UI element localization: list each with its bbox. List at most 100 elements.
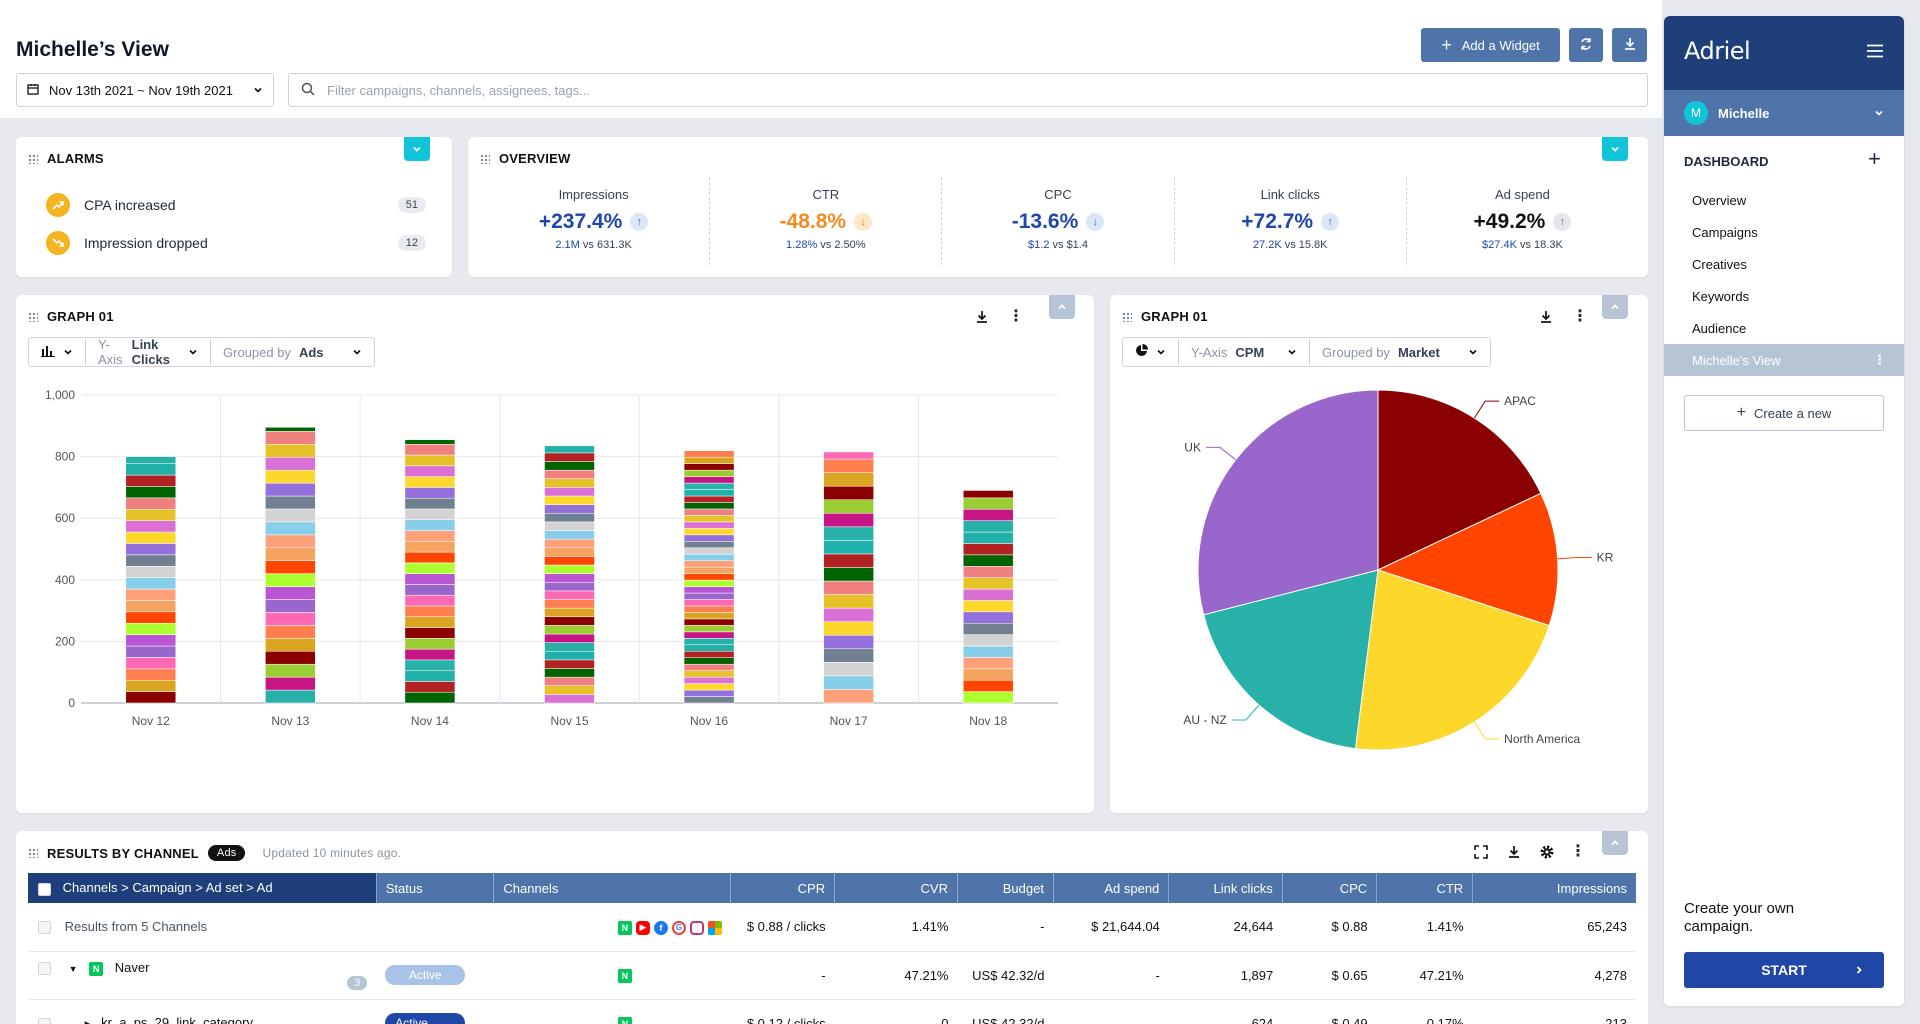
column-header[interactable]: Channels > Campaign > Ad set > Ad (28, 873, 377, 903)
bar-segment (265, 547, 316, 561)
collapse-results-button[interactable] (1602, 831, 1628, 855)
hamburger-menu-icon[interactable] (1866, 44, 1884, 61)
sidebar-item-audience[interactable]: Audience (1692, 320, 1747, 336)
download-icon[interactable] (1538, 309, 1554, 328)
column-header[interactable]: CPC (1282, 873, 1378, 903)
expand-icon[interactable] (1474, 845, 1488, 862)
y-axis-select[interactable]: Y-Axis Link Clicks (86, 337, 211, 367)
column-header[interactable]: CVR (834, 873, 958, 903)
collapse-alarms-button[interactable] (404, 137, 430, 161)
more-options-icon[interactable]: ⋮ (1008, 308, 1024, 325)
drag-handle-icon[interactable] (28, 311, 38, 322)
column-header[interactable]: Budget (957, 873, 1054, 903)
table-row[interactable]: Results from 5 Channels N ▶ f G $ (28, 903, 1636, 952)
y-axis-select[interactable]: Y-Axis CPM (1179, 338, 1310, 366)
metric-cpc[interactable]: CPC -13.6% ↓ $1.2 vs $1.4 (942, 177, 1175, 265)
bar-segment (125, 486, 177, 499)
drag-handle-icon[interactable] (28, 848, 38, 858)
group-by-select[interactable]: Grouped by Market (1310, 338, 1490, 366)
caret-right-icon[interactable]: ▶ (85, 1019, 92, 1024)
impressions-cell: 65,243 (1472, 903, 1636, 952)
bar-segment (404, 627, 456, 639)
bar-segment (962, 622, 1014, 635)
drag-handle-icon[interactable] (480, 153, 490, 164)
date-range-picker[interactable]: Nov 13th 2021 ~ Nov 19th 2021 (16, 73, 274, 107)
sidebar-item-overview[interactable]: Overview (1692, 192, 1747, 208)
column-header[interactable]: Impressions (1472, 873, 1636, 903)
chart-type-select[interactable] (29, 338, 86, 366)
sidebar-item-campaigns[interactable]: Campaigns (1692, 224, 1758, 240)
sidebar-item-michelles-view[interactable]: Michelle’s View ⋮ (1664, 344, 1904, 376)
pie-slice[interactable] (1376, 492, 1559, 627)
column-header[interactable]: CPR (730, 873, 836, 903)
column-header[interactable]: Channels (493, 873, 732, 903)
row-checkbox[interactable] (38, 1017, 51, 1024)
bar-segment (125, 554, 177, 567)
row-checkbox[interactable] (38, 921, 51, 935)
drag-handle-icon[interactable] (28, 153, 38, 164)
create-new-button[interactable]: + Create a new (1684, 395, 1884, 431)
bar-segment (544, 659, 595, 669)
alarm-item[interactable]: CPA increased 51 (46, 192, 426, 218)
add-widget-button[interactable]: + Add a Widget (1421, 28, 1560, 62)
collapse-graph-button[interactable] (1602, 295, 1628, 319)
drag-handle-icon[interactable] (1122, 311, 1132, 322)
metric-ad-spend[interactable]: Ad spend +49.2% ↑ $27.4K vs 18.3K (1407, 177, 1638, 265)
column-header[interactable]: Ad spend (1053, 873, 1170, 903)
status-badge[interactable]: Active (385, 965, 466, 985)
table-row[interactable]: ▶ kr_a_ps_29_link_category Active N $ 0.… (28, 999, 1636, 1024)
sidebar-item-creatives[interactable]: Creatives (1692, 256, 1747, 272)
download-button[interactable] (1612, 28, 1647, 62)
metric-change: +237.4% (538, 210, 623, 233)
metric-value-row: +237.4% ↑ (478, 210, 709, 234)
metric-link-clicks[interactable]: Link clicks +72.7% ↑ 27.2K vs 15.8K (1175, 177, 1407, 265)
more-options-icon[interactable]: ⋮ (1570, 843, 1586, 860)
group-by-select[interactable]: Grouped by Ads (211, 338, 374, 366)
x-tick-label: Nov 18 (969, 714, 1007, 728)
more-options-icon[interactable]: ⋮ (1572, 308, 1588, 325)
chart-type-select[interactable] (1123, 338, 1179, 366)
start-button[interactable]: START (1684, 952, 1884, 988)
column-header[interactable]: CTR (1376, 873, 1474, 903)
user-switcher[interactable]: M Michelle (1664, 90, 1904, 136)
pie-slice[interactable] (1197, 389, 1379, 616)
brand-logo: Adriel (1684, 37, 1751, 65)
collapse-graph-button[interactable] (1049, 295, 1075, 319)
row-checkbox[interactable] (38, 962, 51, 976)
search-input[interactable] (327, 82, 1595, 98)
bar-segment (544, 547, 595, 557)
pie-label: APAC (1504, 394, 1536, 408)
download-icon[interactable] (1506, 844, 1522, 863)
graph-bar-card: GRAPH 01 ⋮ Y-Axis Link Clicks Grouped by… (16, 295, 1094, 813)
alarm-item[interactable]: Impression dropped 12 (46, 230, 426, 256)
metric-ctr[interactable]: CTR -48.8% ↓ 1.28% vs 2.50% (710, 177, 943, 265)
column-header[interactable]: Status (376, 873, 495, 903)
gear-icon[interactable] (1539, 844, 1555, 863)
pie-slice[interactable] (1377, 389, 1542, 571)
bar-segment (544, 461, 595, 471)
ads-badge: Ads (207, 845, 246, 861)
metric-value-row: -13.6% ↓ (942, 210, 1173, 234)
metric-current: 27.2K (1252, 239, 1282, 251)
caret-down-icon[interactable]: ▼ (68, 964, 78, 974)
results-header: RESULTS BY CHANNEL Ads Updated 10 minute… (28, 845, 401, 861)
collapse-overview-button[interactable] (1602, 137, 1628, 161)
select-all-checkbox[interactable] (38, 882, 51, 896)
pie-slice[interactable] (1354, 569, 1550, 751)
column-header[interactable]: Link clicks (1168, 873, 1283, 903)
instagram-icon (689, 920, 704, 935)
refresh-button[interactable] (1569, 28, 1603, 62)
pie-chart: APAC KR North America AU - NZ UK (1183, 389, 1614, 751)
table-row[interactable]: ▼ N Naver 3 Active N - 47.21% US$ 42.32/… (28, 951, 1636, 1000)
download-icon[interactable] (974, 309, 990, 328)
sidebar-item-keywords[interactable]: Keywords (1692, 288, 1750, 304)
metric-impressions[interactable]: Impressions +237.4% ↑ 2.1M vs 631.3K (478, 177, 711, 265)
trend-up-icon (46, 193, 70, 217)
bar-segment (683, 521, 735, 529)
arrow-up-icon: ↑ (630, 213, 649, 231)
more-options-icon[interactable]: ⋮ (1873, 352, 1886, 367)
metric-label: Ad spend (1494, 187, 1550, 202)
status-toggle[interactable]: Active (385, 1013, 466, 1024)
add-dashboard-icon[interactable]: + (1868, 146, 1881, 171)
x-tick-label: Nov 17 (830, 714, 868, 728)
